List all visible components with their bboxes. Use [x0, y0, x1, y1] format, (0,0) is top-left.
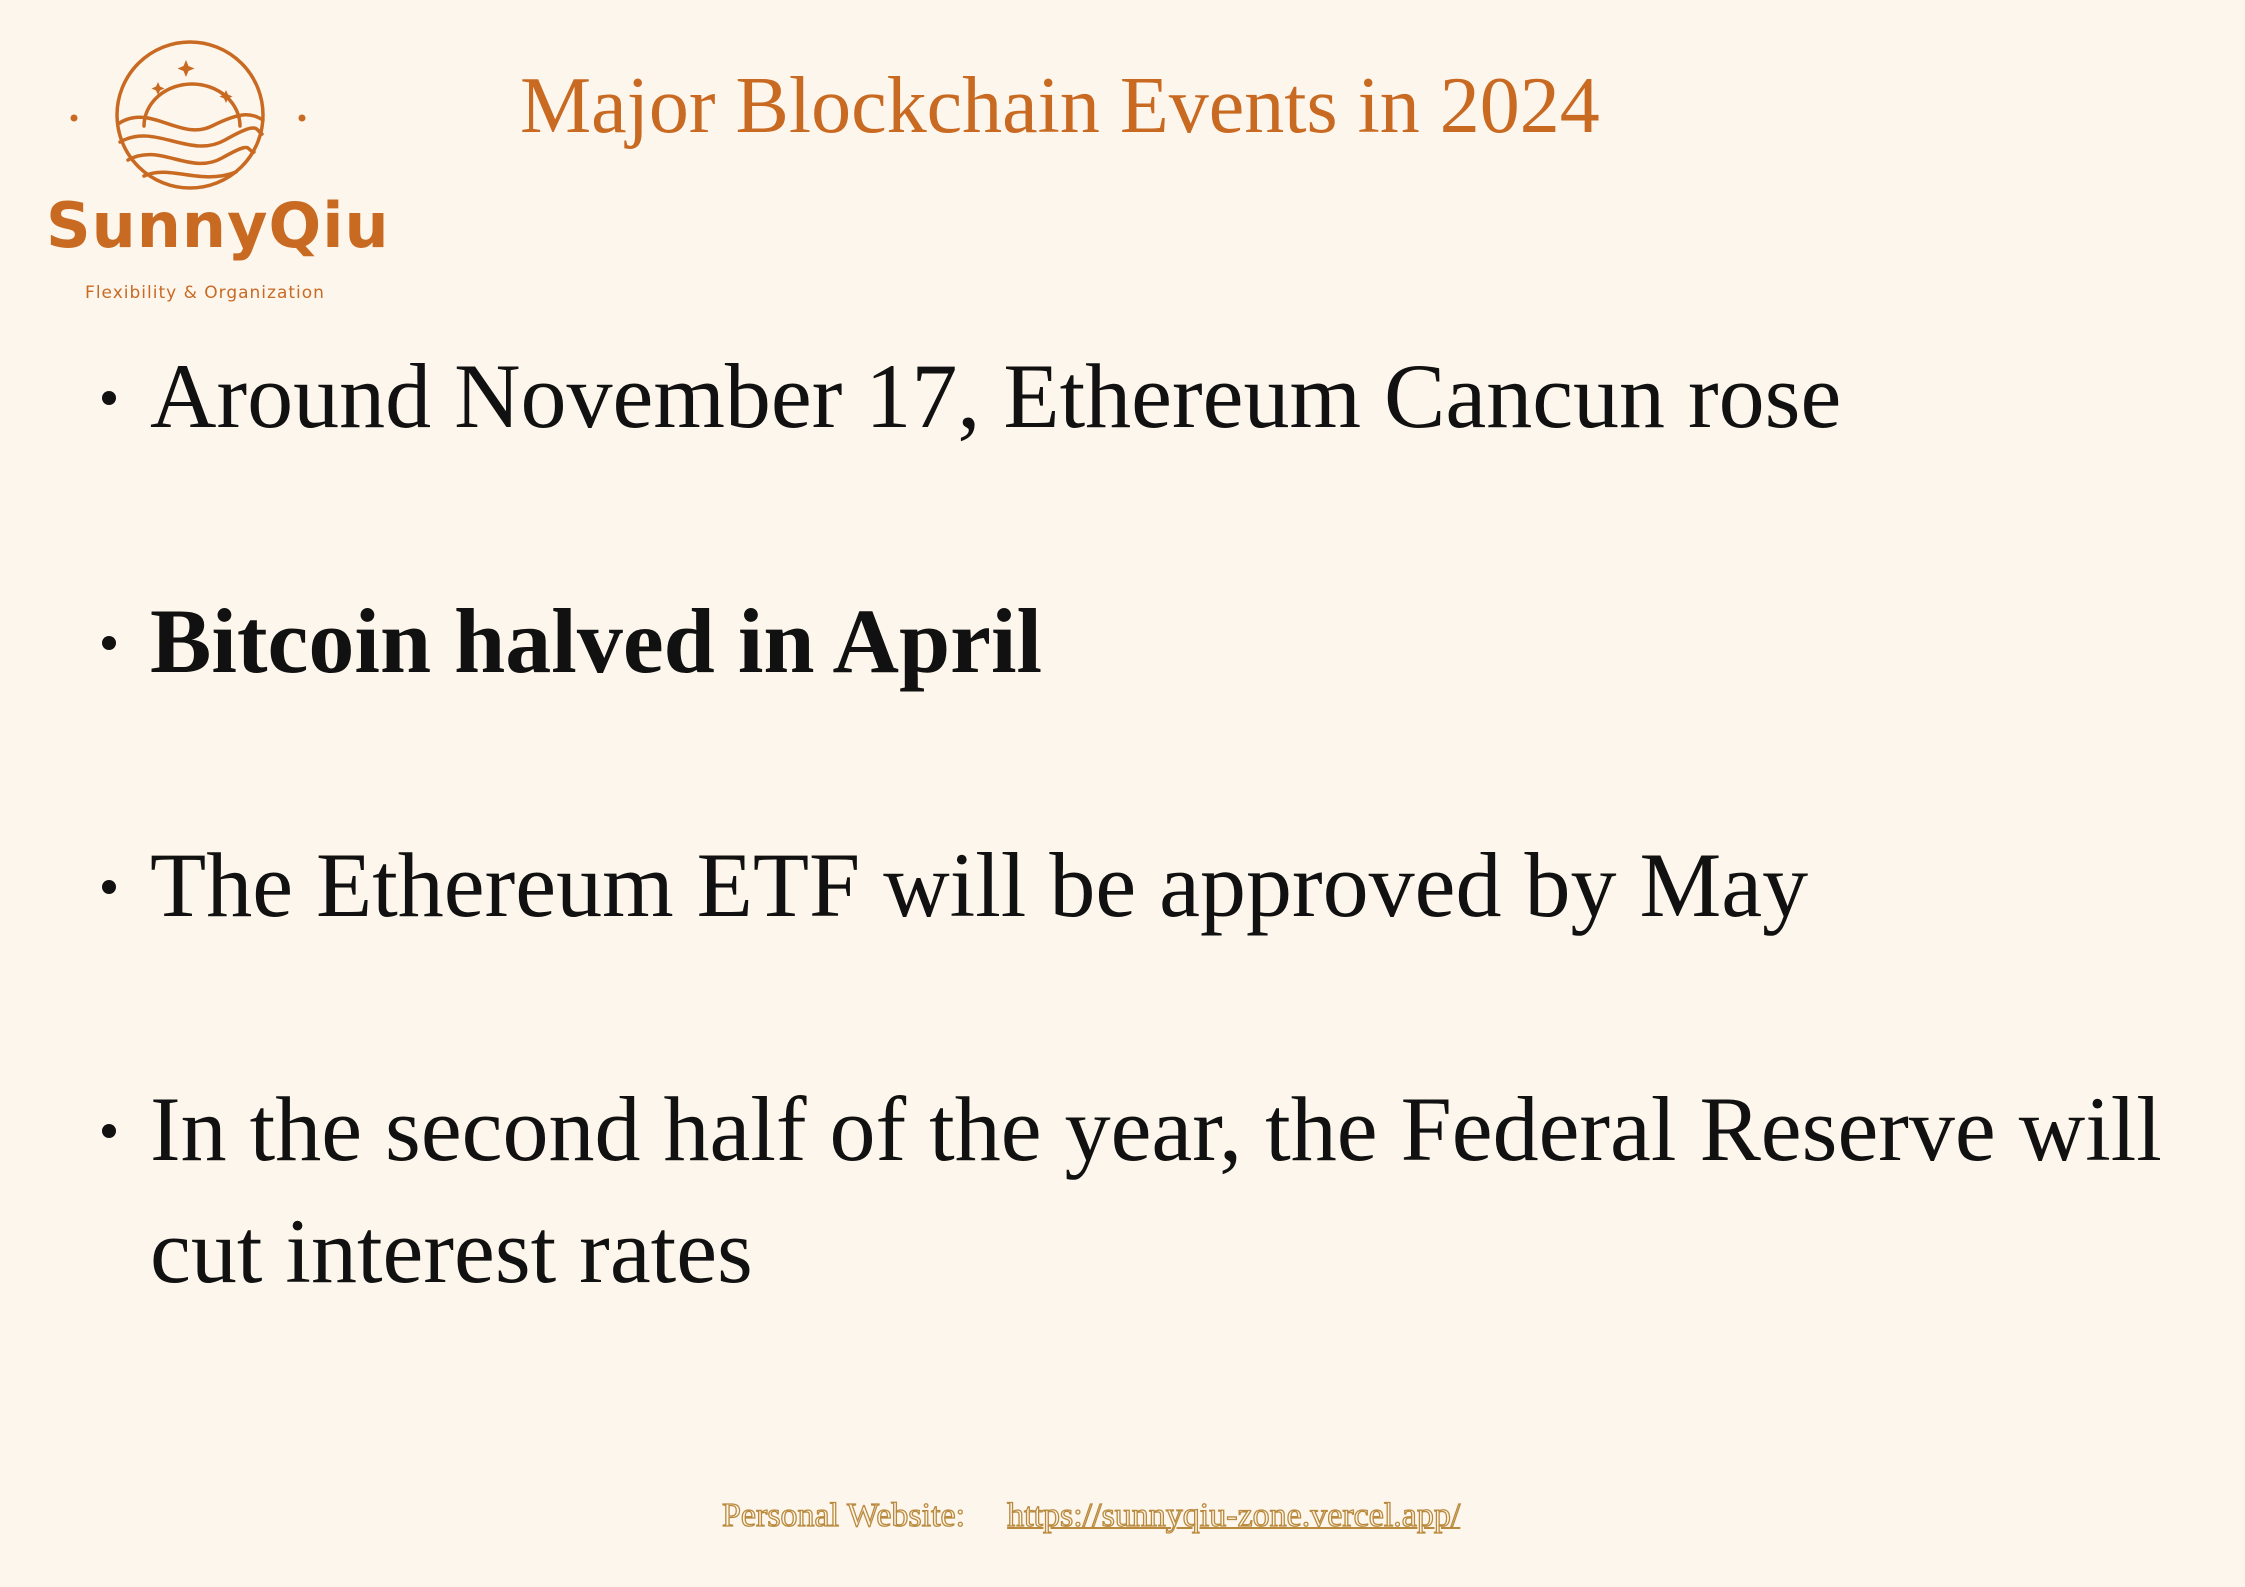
event-item-bitcoin-halving: Bitcoin halved in April: [98, 580, 2228, 702]
footer: Personal Website: https://sunnyqiu-zone.v…: [721, 1497, 1461, 1534]
bullet-icon: [102, 1124, 116, 1138]
event-item-fed-rate-cut: In the second half of the year, the Fede…: [98, 1068, 2228, 1312]
event-text: The Ethereum ETF will be approved by May: [150, 834, 1809, 936]
website-link[interactable]: https://sunnyqiu-zone.vercel.app/: [1006, 1497, 1461, 1534]
bullet-icon: [102, 880, 116, 894]
event-text: Around November 17, Ethereum Cancun rose: [150, 345, 1842, 447]
sunrise-over-dunes-icon: [70, 40, 306, 190]
bullet-icon: [102, 391, 116, 405]
brand-tagline: Flexibility & Organization: [85, 283, 325, 303]
brand-name: SunnyQiu: [46, 189, 390, 262]
brand-logo: SunnyQiu Flexibility & Organization: [40, 30, 390, 310]
website-label: Personal Website:: [721, 1497, 966, 1534]
event-text: In the second half of the year, the Fede…: [150, 1078, 2162, 1302]
event-item-ethereum-cancun: Around November 17, Ethereum Cancun rose: [98, 335, 2228, 457]
page-title: Major Blockchain Events in 2024: [520, 62, 1600, 150]
bullet-icon: [102, 636, 116, 650]
event-list: Around November 17, Ethereum Cancun rose…: [98, 335, 2228, 1312]
event-item-ethereum-etf: The Ethereum ETF will be approved by May: [98, 824, 2228, 946]
event-text: Bitcoin halved in April: [150, 590, 1043, 692]
